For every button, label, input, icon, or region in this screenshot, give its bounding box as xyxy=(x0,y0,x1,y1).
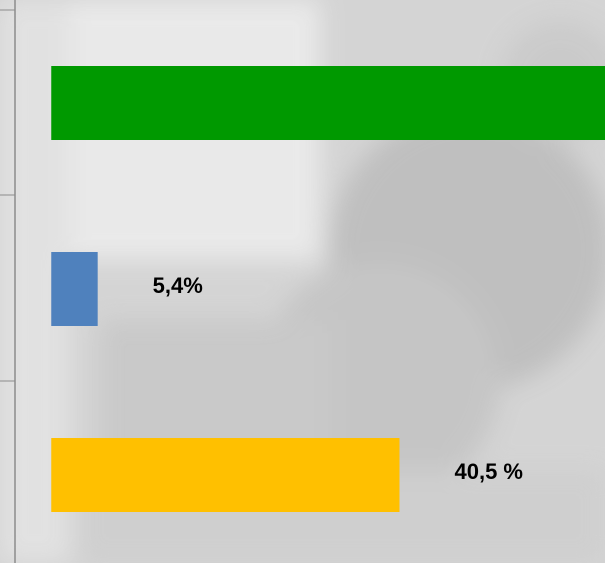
bar xyxy=(51,66,605,140)
value-label: 40,5 % xyxy=(454,459,522,484)
bar xyxy=(51,438,400,512)
value-label: 5,4% xyxy=(153,273,203,298)
bar xyxy=(51,252,98,326)
